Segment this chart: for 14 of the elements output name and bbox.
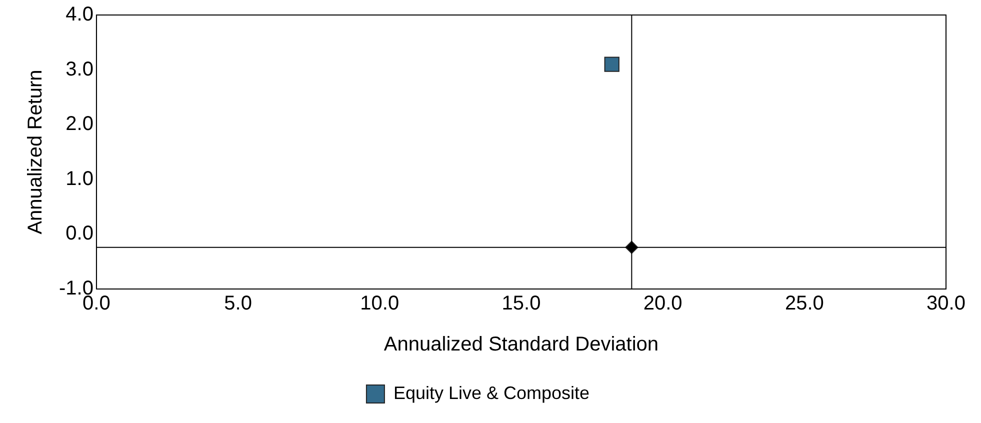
y-tick-label: 1.0 bbox=[66, 168, 94, 190]
y-axis-title: Annualized Return bbox=[24, 70, 47, 234]
x-tick-label: 30.0 bbox=[926, 292, 966, 315]
y-tick-label: 4.0 bbox=[66, 4, 94, 26]
x-tick-label: 15.0 bbox=[502, 292, 541, 315]
legend-label: Equity Live & Composite bbox=[393, 382, 590, 403]
x-tick-label: 10.0 bbox=[360, 292, 400, 315]
x-tick-label: 25.0 bbox=[784, 292, 824, 315]
x-tick-label: 20.0 bbox=[643, 292, 682, 315]
x-axis-title: Annualized Standard Deviation bbox=[384, 334, 659, 356]
y-tick-label: 0.0 bbox=[66, 222, 94, 245]
y-tick-label: 3.0 bbox=[66, 58, 94, 80]
y-tick-label: 2.0 bbox=[66, 113, 94, 136]
x-tick-label: 5.0 bbox=[224, 292, 252, 315]
